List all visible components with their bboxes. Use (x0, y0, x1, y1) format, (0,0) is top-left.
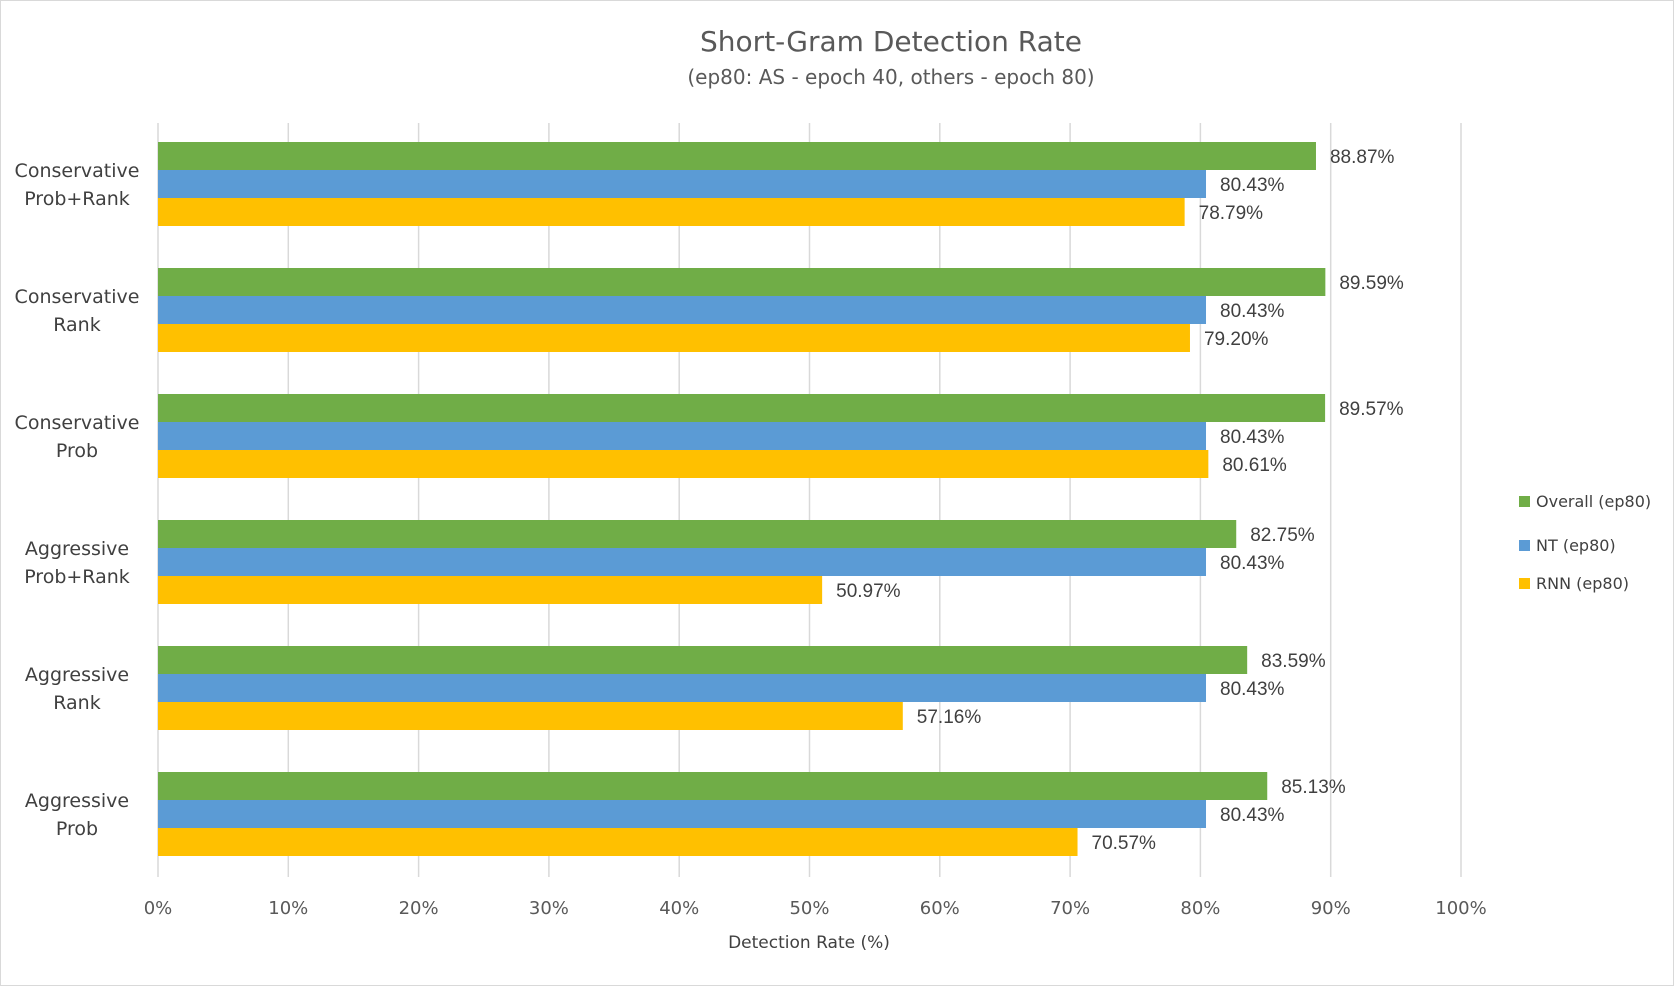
legend-swatch (1519, 578, 1530, 589)
x-tick-label: 10% (268, 898, 308, 919)
x-tick-labels: 0% 10% 20% 30% 40% 50% 60% 70% 80% 90% 100% (144, 898, 1487, 919)
bar (158, 394, 1326, 422)
x-tick-label: 40% (659, 898, 699, 919)
category-label: Conservative (15, 412, 140, 434)
bar (158, 702, 903, 730)
bars (158, 142, 1326, 856)
category-label: Aggressive (25, 790, 129, 812)
data-label: 79.20% (1204, 329, 1269, 350)
bar (158, 198, 1185, 226)
x-tick-label: 70% (1050, 898, 1090, 919)
x-tick-label: 90% (1311, 898, 1351, 919)
category-label: Prob (56, 440, 98, 462)
category-label: Rank (53, 692, 100, 714)
category-labels: Conservative Prob+Rank Conservative Rank Con… (15, 160, 140, 840)
data-label: 80.61% (1222, 455, 1287, 476)
data-label: 88.87% (1330, 147, 1395, 168)
data-label: 89.57% (1339, 399, 1404, 420)
bar (158, 674, 1207, 702)
category-label: Conservative (15, 286, 140, 308)
x-tick-label: 60% (920, 898, 960, 919)
chart-subtitle: (ep80: AS - epoch 40, others - epoch 80) (687, 65, 1094, 89)
legend-swatch (1519, 540, 1530, 551)
bar (158, 828, 1078, 856)
data-label: 80.43% (1220, 175, 1285, 196)
x-tick-label: 80% (1180, 898, 1220, 919)
category-label: Prob+Rank (24, 566, 130, 588)
data-label: 80.43% (1220, 805, 1285, 826)
data-label: 50.97% (836, 581, 901, 602)
data-labels: 88.87% 80.43% 78.79% 89.59% 80.43% 79.20% 89.5… (836, 147, 1404, 854)
category-label: Aggressive (25, 538, 129, 560)
bar (158, 800, 1207, 828)
category-label: Conservative (15, 160, 140, 182)
gridlines (157, 123, 1462, 877)
bar (158, 422, 1207, 450)
data-label: 85.13% (1281, 777, 1346, 798)
data-label: 82.75% (1250, 525, 1315, 546)
x-tick-label: 50% (789, 898, 829, 919)
legend-entry: RNN (ep80) (1536, 574, 1629, 593)
data-label: 78.79% (1199, 203, 1264, 224)
data-label: 89.59% (1339, 273, 1404, 294)
data-label: 80.43% (1220, 553, 1285, 574)
data-label: 83.59% (1261, 651, 1326, 672)
x-tick-label: 20% (399, 898, 439, 919)
x-axis-title: Detection Rate (%) (728, 933, 890, 953)
bar (158, 268, 1326, 296)
data-label: 80.43% (1220, 301, 1285, 322)
category-label: Rank (53, 314, 100, 336)
bar (158, 548, 1207, 576)
data-label: 80.43% (1220, 427, 1285, 448)
data-label: 57.16% (917, 707, 982, 728)
bar (158, 646, 1248, 674)
chart-title: Short-Gram Detection Rate (700, 25, 1082, 58)
bar (158, 772, 1268, 800)
bar (158, 576, 823, 604)
legend-entry: Overall (ep80) (1536, 492, 1651, 511)
bar (158, 324, 1190, 352)
x-tick-label: 0% (144, 898, 173, 919)
bar (158, 450, 1209, 478)
data-label: 70.57% (1092, 833, 1157, 854)
legend-entry: NT (ep80) (1536, 536, 1616, 555)
legend: Overall (ep80) NT (ep80) RNN (ep80) (1519, 492, 1651, 593)
category-label: Aggressive (25, 664, 129, 686)
category-label: Prob (56, 818, 98, 840)
bar (158, 296, 1207, 324)
bar (158, 170, 1207, 198)
data-label: 80.43% (1220, 679, 1285, 700)
legend-swatch (1519, 496, 1530, 507)
x-tick-label: 100% (1435, 898, 1486, 919)
category-label: Prob+Rank (24, 188, 130, 210)
x-tick-label: 30% (529, 898, 569, 919)
bar (158, 520, 1237, 548)
bar (158, 142, 1316, 170)
